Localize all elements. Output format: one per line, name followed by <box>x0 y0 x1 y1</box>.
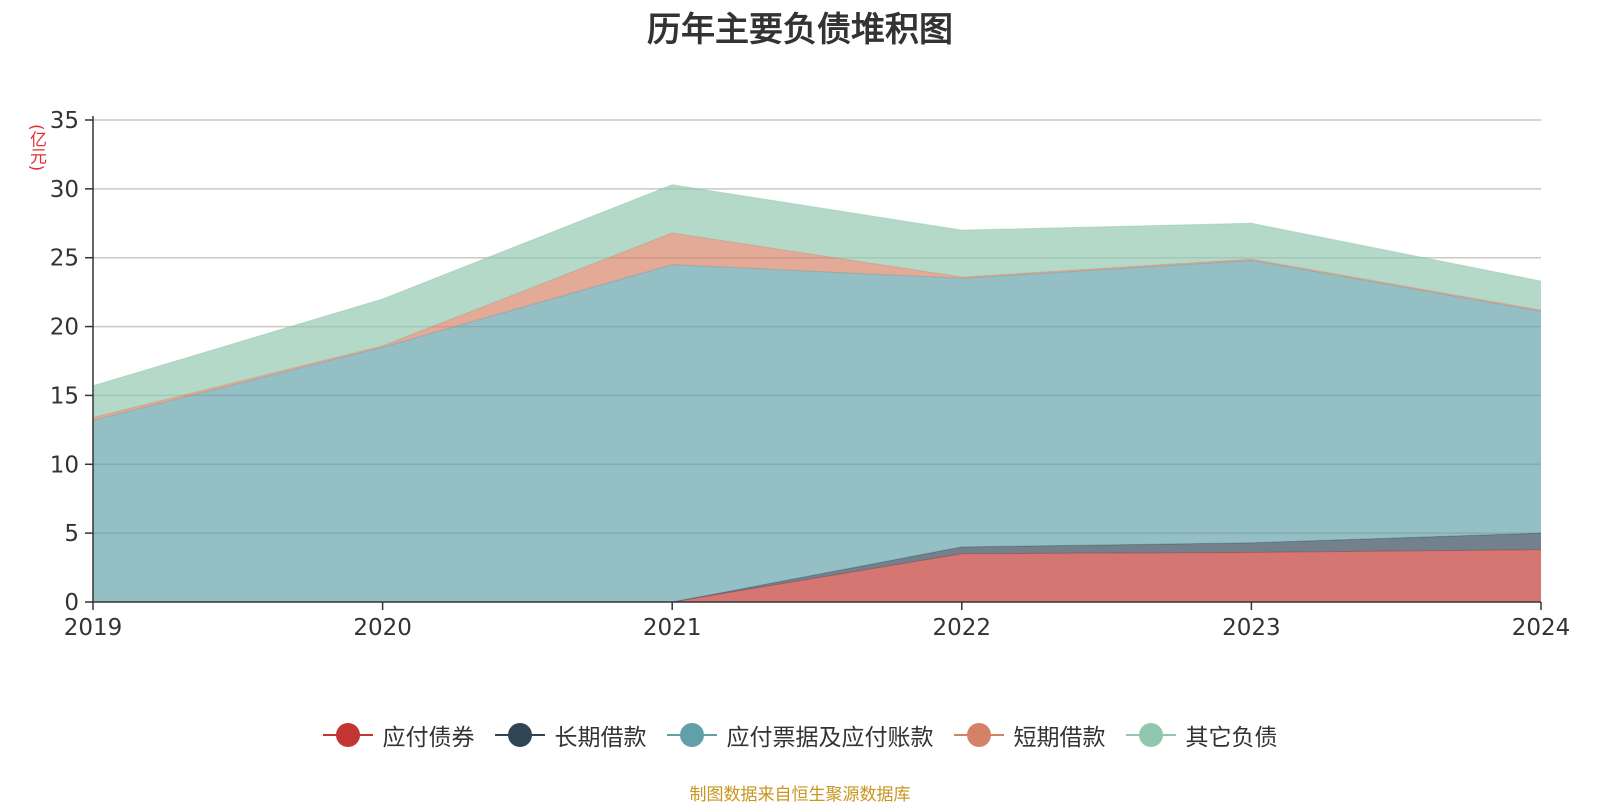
y-tick-label: 15 <box>50 383 79 409</box>
stacked-area-chart: 0 5 10 15 20 25 30 35 2019 2020 2021 2022 2023 2024 <box>50 108 1571 641</box>
legend-marker-icon <box>1125 722 1176 748</box>
area-series-edge-4 <box>92 184 1542 387</box>
y-tick-label: 25 <box>50 246 79 272</box>
legend-marker-icon <box>666 722 717 748</box>
area-series-4 <box>93 184 1541 418</box>
y-tick-label: 10 <box>50 452 79 478</box>
area-series-3 <box>93 232 1541 421</box>
legend-label: 应付票据及应付账款 <box>726 725 934 751</box>
x-tick-label: 2020 <box>353 615 412 641</box>
area-series-2 <box>93 260 1541 602</box>
y-axis-unit-label: (亿元) <box>26 124 46 172</box>
legend-item[interactable]: 长期借款 <box>494 718 647 752</box>
area-series-1 <box>93 533 1541 602</box>
legend-item[interactable]: 应付债券 <box>322 718 475 752</box>
legend-marker-icon <box>494 722 545 748</box>
x-tick-label: 2019 <box>64 615 123 641</box>
legend: 应付债券 长期借款 应付票据及应付账款 短期借款 其它负债 <box>0 718 1600 752</box>
y-tick-label: 20 <box>50 315 79 341</box>
y-tick-label: 5 <box>64 521 79 547</box>
legend-label: 其它负债 <box>1185 725 1278 751</box>
source-note: 制图数据来自恒生聚源数据库 <box>689 785 911 805</box>
legend-label: 长期借款 <box>554 725 647 751</box>
legend-label: 应付债券 <box>382 725 475 751</box>
chart-title: 历年主要负债堆积图 <box>647 10 953 50</box>
x-tick-label: 2023 <box>1222 615 1281 641</box>
area-series-0 <box>93 549 1541 602</box>
legend-item[interactable]: 应付票据及应付账款 <box>666 718 934 752</box>
y-tick-label: 35 <box>50 108 79 134</box>
legend-marker-icon <box>322 722 373 748</box>
y-tick-label: 30 <box>50 177 79 203</box>
legend-item[interactable]: 其它负债 <box>1125 718 1278 752</box>
legend-marker-icon <box>953 722 1004 748</box>
legend-item[interactable]: 短期借款 <box>953 718 1106 752</box>
y-tick-label: 0 <box>64 590 79 616</box>
x-tick-label: 2021 <box>643 615 702 641</box>
x-tick-label: 2022 <box>933 615 992 641</box>
legend-label: 短期借款 <box>1013 725 1106 751</box>
x-tick-label: 2024 <box>1512 615 1571 641</box>
